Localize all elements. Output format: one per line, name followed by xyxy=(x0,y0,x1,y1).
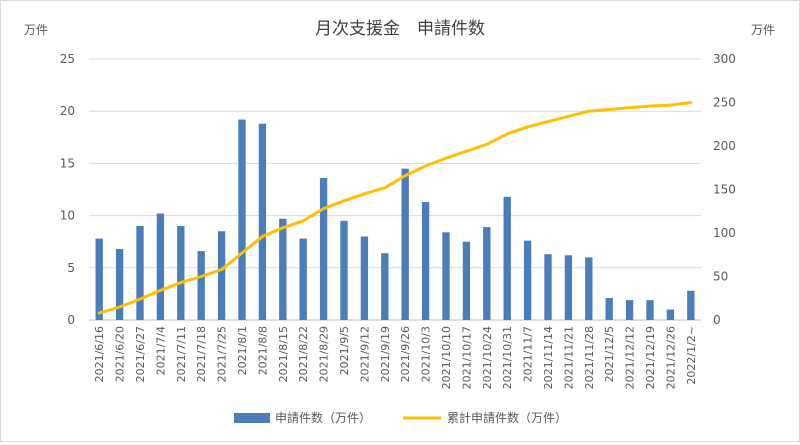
right-axis-tick-label: 0 xyxy=(713,313,721,327)
bar xyxy=(177,226,185,320)
left-axis-tick-label: 25 xyxy=(60,52,75,66)
x-axis-tick-label: 2021/11/14 xyxy=(542,326,555,389)
bar xyxy=(585,257,593,320)
x-axis-tick-label: 2021/9/26 xyxy=(399,326,412,382)
bar xyxy=(95,238,103,320)
x-axis-tick-label: 2021/8/22 xyxy=(297,326,310,382)
chart-title: 月次支援金 申請件数 xyxy=(315,19,485,39)
x-axis-tick-label: 2021/6/20 xyxy=(114,326,127,382)
x-axis-tick-label: 2022/1/2~ xyxy=(685,326,698,385)
bar xyxy=(156,213,165,320)
x-axis-tick-label: 2021/7/25 xyxy=(216,326,229,382)
bar xyxy=(483,227,491,320)
bar xyxy=(217,231,226,320)
left-axis-tick-label: 20 xyxy=(60,104,75,118)
x-axis-tick-label: 2021/9/19 xyxy=(379,326,392,382)
bar xyxy=(687,290,695,320)
x-axis-tick-label: 2021/10/17 xyxy=(460,326,473,389)
bar xyxy=(238,119,246,320)
bar xyxy=(197,251,205,320)
x-axis-tick-label: 2021/11/28 xyxy=(583,326,596,389)
bar xyxy=(299,238,307,320)
x-axis-tick-label: 2021/10/10 xyxy=(440,326,453,389)
bar xyxy=(544,254,552,320)
left-axis-tick-label: 15 xyxy=(60,156,75,170)
x-axis-tick-label: 2021/10/31 xyxy=(501,326,514,389)
left-axis-tick-label: 0 xyxy=(67,313,75,327)
bar xyxy=(625,300,634,320)
x-axis-tick-label: 2021/7/11 xyxy=(175,326,188,382)
x-axis-tick-label: 2021/11/21 xyxy=(562,326,575,389)
x-axis: 2021/6/16 2021/6/20 2021/6/27 2021/7/4 2021/… xyxy=(93,326,698,389)
cumulative-line xyxy=(97,101,693,315)
left-axis-tick-label: 5 xyxy=(67,261,75,275)
bar xyxy=(279,218,287,320)
bar xyxy=(564,255,573,320)
x-axis-tick-label: 2021/6/16 xyxy=(93,326,106,382)
x-axis-tick-label: 2021/7/18 xyxy=(195,326,208,382)
bar xyxy=(258,123,267,320)
bar-series xyxy=(95,119,695,320)
bar xyxy=(503,196,511,320)
right-axis-tick-label: 200 xyxy=(713,139,736,153)
x-axis-tick-label: 2021/12/5 xyxy=(603,326,616,382)
bar xyxy=(442,232,450,320)
x-axis-tick-label: 2021/11/7 xyxy=(522,326,535,382)
right-axis-tick-label: 50 xyxy=(713,270,728,284)
x-axis-tick-label: 2021/9/5 xyxy=(338,326,351,375)
x-axis-tick-label: 2021/8/29 xyxy=(318,326,331,382)
x-axis-tick-label: 2021/12/26 xyxy=(664,326,677,389)
bar xyxy=(381,253,389,320)
bar xyxy=(666,309,675,320)
right-axis-tick-label: 100 xyxy=(713,226,736,240)
bar xyxy=(360,236,369,320)
left-axis: 0 5 10 15 20 25 xyxy=(60,52,75,327)
bar xyxy=(605,298,613,320)
x-axis-tick-label: 2021/10/3 xyxy=(420,326,433,382)
legend-bar-label: 申請件数（万件） xyxy=(275,410,371,425)
bar xyxy=(401,168,409,320)
x-axis-tick-label: 2021/10/24 xyxy=(481,326,494,389)
bar xyxy=(340,220,348,320)
x-axis-tick-label: 2021/9/12 xyxy=(358,326,371,382)
x-axis-tick-label: 2021/8/1 xyxy=(236,326,249,375)
right-axis-tick-label: 150 xyxy=(713,183,736,197)
right-axis: 0 50 100 150 200 250 300 xyxy=(713,52,736,327)
bar xyxy=(421,202,430,320)
x-axis-tick-label: 2021/6/27 xyxy=(134,326,147,382)
bar xyxy=(523,240,532,320)
right-axis-tick-label: 250 xyxy=(713,96,736,110)
legend: 申請件数（万件） 累計申請件数（万件） xyxy=(234,410,567,425)
x-axis-tick-label: 2021/12/19 xyxy=(644,326,657,389)
x-axis-tick-label: 2021/8/8 xyxy=(256,326,269,375)
legend-bar-swatch xyxy=(234,413,270,423)
line-series xyxy=(97,101,693,315)
x-axis-tick-label: 2021/12/12 xyxy=(624,326,637,389)
right-axis-tick-label: 300 xyxy=(713,52,736,66)
right-axis-unit: 万件 xyxy=(751,23,775,37)
x-axis-tick-label: 2021/8/15 xyxy=(277,326,290,382)
bar xyxy=(319,178,328,320)
left-axis-tick-label: 10 xyxy=(60,209,75,223)
legend-line-label: 累計申請件数（万件） xyxy=(447,410,567,425)
gridlines xyxy=(89,58,701,321)
bar xyxy=(462,241,471,320)
bar xyxy=(136,226,144,320)
left-axis-unit: 万件 xyxy=(24,23,48,37)
x-axis-tick-label: 2021/7/4 xyxy=(154,326,167,375)
bar xyxy=(646,300,654,320)
bar xyxy=(115,249,124,320)
